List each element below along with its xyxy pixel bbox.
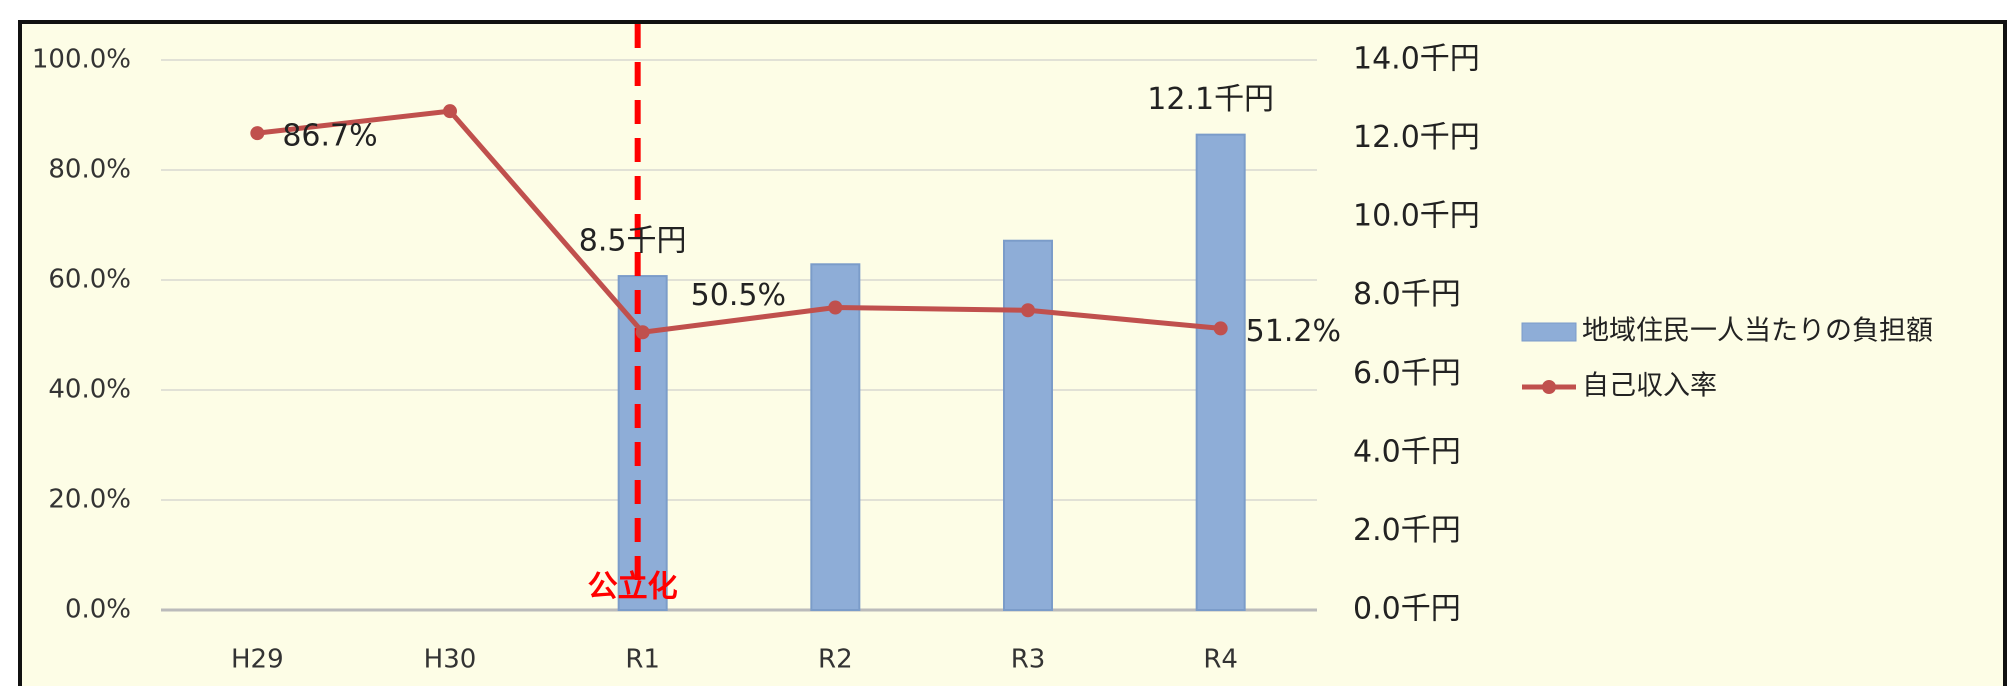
value-label: 86.7% bbox=[282, 119, 377, 154]
value-label: 12.1千円 bbox=[1147, 82, 1274, 117]
legend-swatch bbox=[1542, 380, 1556, 394]
line bbox=[257, 108, 1221, 335]
line-point bbox=[1213, 321, 1228, 336]
y2-tick-label: 6.0千円 bbox=[1353, 356, 1461, 391]
bar bbox=[1003, 239, 1053, 611]
y-tick-label: 100.0% bbox=[32, 45, 131, 75]
y-tick-label: 80.0% bbox=[48, 155, 131, 185]
y2-tick-label: 0.0千円 bbox=[1353, 592, 1461, 627]
y2-tick-label: 10.0千円 bbox=[1353, 199, 1480, 234]
legend-swatch bbox=[1521, 322, 1577, 342]
y-tick-label: 40.0% bbox=[48, 375, 131, 405]
y2-tick-label: 4.0千円 bbox=[1353, 434, 1461, 469]
line-point bbox=[250, 126, 265, 141]
value-label: 51.2% bbox=[1246, 314, 1341, 349]
y-tick-label: 60.0% bbox=[48, 265, 131, 295]
annotation: 公立化 bbox=[588, 570, 678, 605]
value-label: 8.5千円 bbox=[579, 224, 687, 259]
x-tick-label: R4 bbox=[1203, 645, 1238, 675]
x-tick-label: R1 bbox=[625, 645, 660, 675]
x-tick-label: R3 bbox=[1011, 645, 1046, 675]
legend-label: 自己収入率 bbox=[1582, 371, 1717, 402]
y-tick-label: 20.0% bbox=[48, 485, 131, 515]
line-point bbox=[635, 325, 650, 340]
line-point bbox=[443, 104, 457, 119]
legend-label: 地域住民一人当たりの負担額 bbox=[1582, 316, 1933, 347]
y2-tick-label: 2.0千円 bbox=[1353, 513, 1461, 548]
bar bbox=[1195, 133, 1246, 611]
bar bbox=[810, 263, 861, 611]
y2-tick-label: 14.0千円 bbox=[1353, 42, 1480, 77]
x-tick-label: H29 bbox=[231, 645, 284, 675]
y2-tick-label: 8.0千円 bbox=[1353, 277, 1461, 312]
x-tick-label: R2 bbox=[818, 645, 853, 675]
line-point bbox=[828, 300, 843, 315]
y2-tick-label: 12.0千円 bbox=[1353, 120, 1480, 155]
line-point bbox=[1021, 303, 1035, 318]
value-label: 50.5% bbox=[691, 278, 786, 313]
x-tick-label: H30 bbox=[424, 645, 477, 675]
y-tick-label: 0.0% bbox=[65, 595, 131, 625]
